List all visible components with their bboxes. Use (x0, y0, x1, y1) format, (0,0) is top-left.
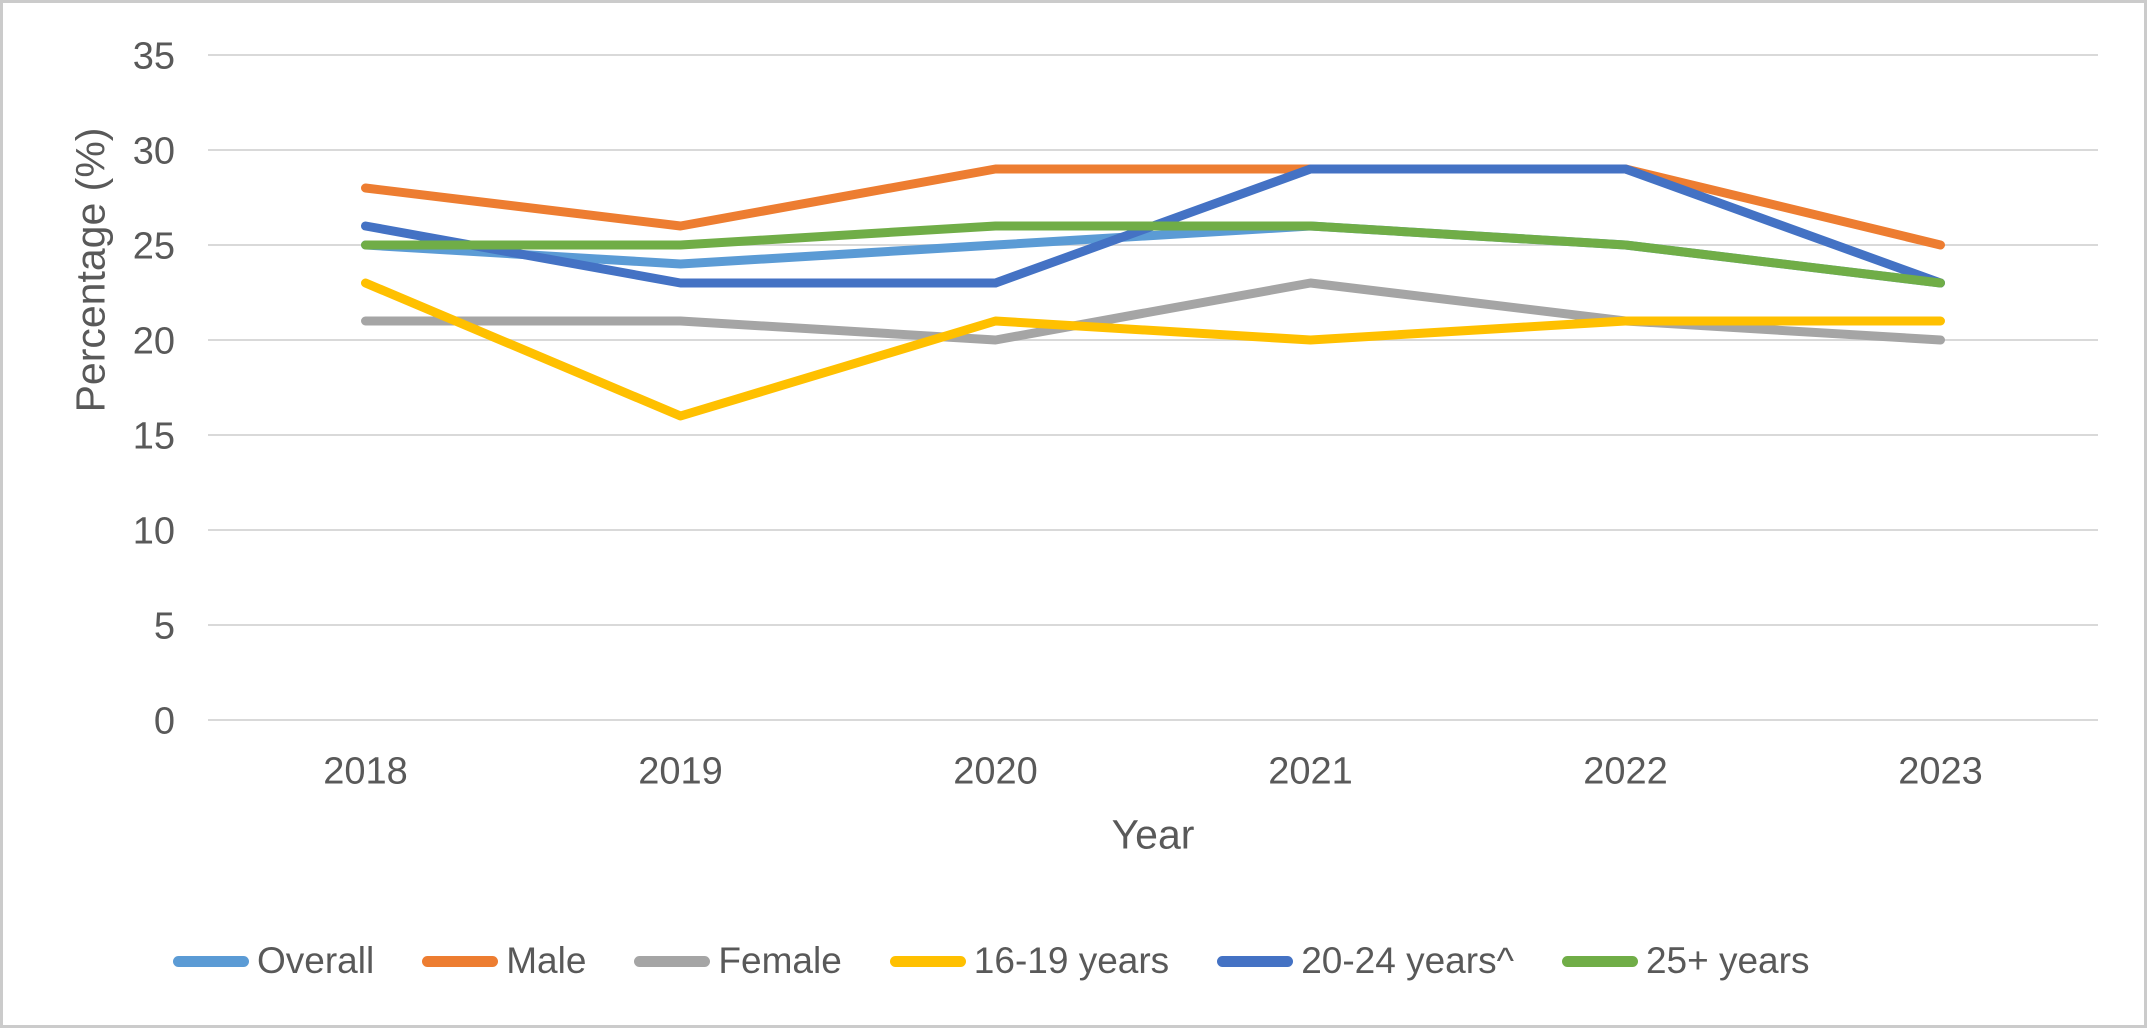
y-tick-label: 25 (133, 225, 175, 267)
legend-swatch-icon (1561, 955, 1638, 967)
legend-swatch-icon (173, 955, 249, 967)
series-line-male (361, 164, 1945, 250)
legend-label: 20-24 years^ (1301, 940, 1514, 981)
legend-label: Overall (257, 940, 375, 981)
legend-item: Male (422, 940, 586, 982)
x-tick-label: 2019 (638, 750, 723, 792)
y-tick-label: 5 (154, 605, 175, 647)
x-tick-label: 2021 (1268, 750, 1353, 792)
y-tick-label: 0 (154, 700, 175, 742)
legend-label: Male (506, 940, 587, 981)
legend-item: 20-24 years^ (1217, 940, 1514, 982)
y-tick-label: 10 (133, 510, 175, 552)
series-line-25-years (361, 221, 1945, 288)
x-tick-label: 2020 (953, 750, 1038, 792)
legend: Overall Male Female 16-19 years 20-24 years^… (3, 931, 2144, 991)
x-tick-label: 2023 (1898, 750, 1983, 792)
y-tick-label: 35 (133, 35, 175, 77)
x-axis-title: Year (1111, 811, 1195, 858)
legend-label: Female (718, 940, 842, 981)
legend-label: 16-19 years (973, 940, 1170, 981)
x-tick-label: 2018 (323, 750, 408, 792)
legend-item: 16-19 years (889, 940, 1170, 982)
y-tick-label: 15 (133, 415, 175, 457)
legend-swatch-icon (889, 955, 966, 967)
legend-item: 25+ years (1561, 940, 1810, 982)
legend-label: 25+ years (1645, 940, 1810, 981)
y-axis-title: Percentage (%) (67, 127, 114, 413)
legend-item: Overall (173, 940, 374, 982)
legend-swatch-icon (1217, 955, 1294, 967)
legend-swatch-icon (422, 955, 499, 967)
line-chart: 0 5 10 15 20 25 30 35 2018 2019 2020 2021 2022 2023 (133, 35, 2098, 792)
y-tick-label: 30 (133, 130, 175, 172)
x-tick-label: 2022 (1583, 750, 1668, 792)
legend-swatch-icon (634, 955, 711, 967)
series-line-16-19-years (361, 278, 1945, 421)
legend-item: Female (634, 940, 842, 982)
y-tick-label: 20 (133, 320, 175, 362)
